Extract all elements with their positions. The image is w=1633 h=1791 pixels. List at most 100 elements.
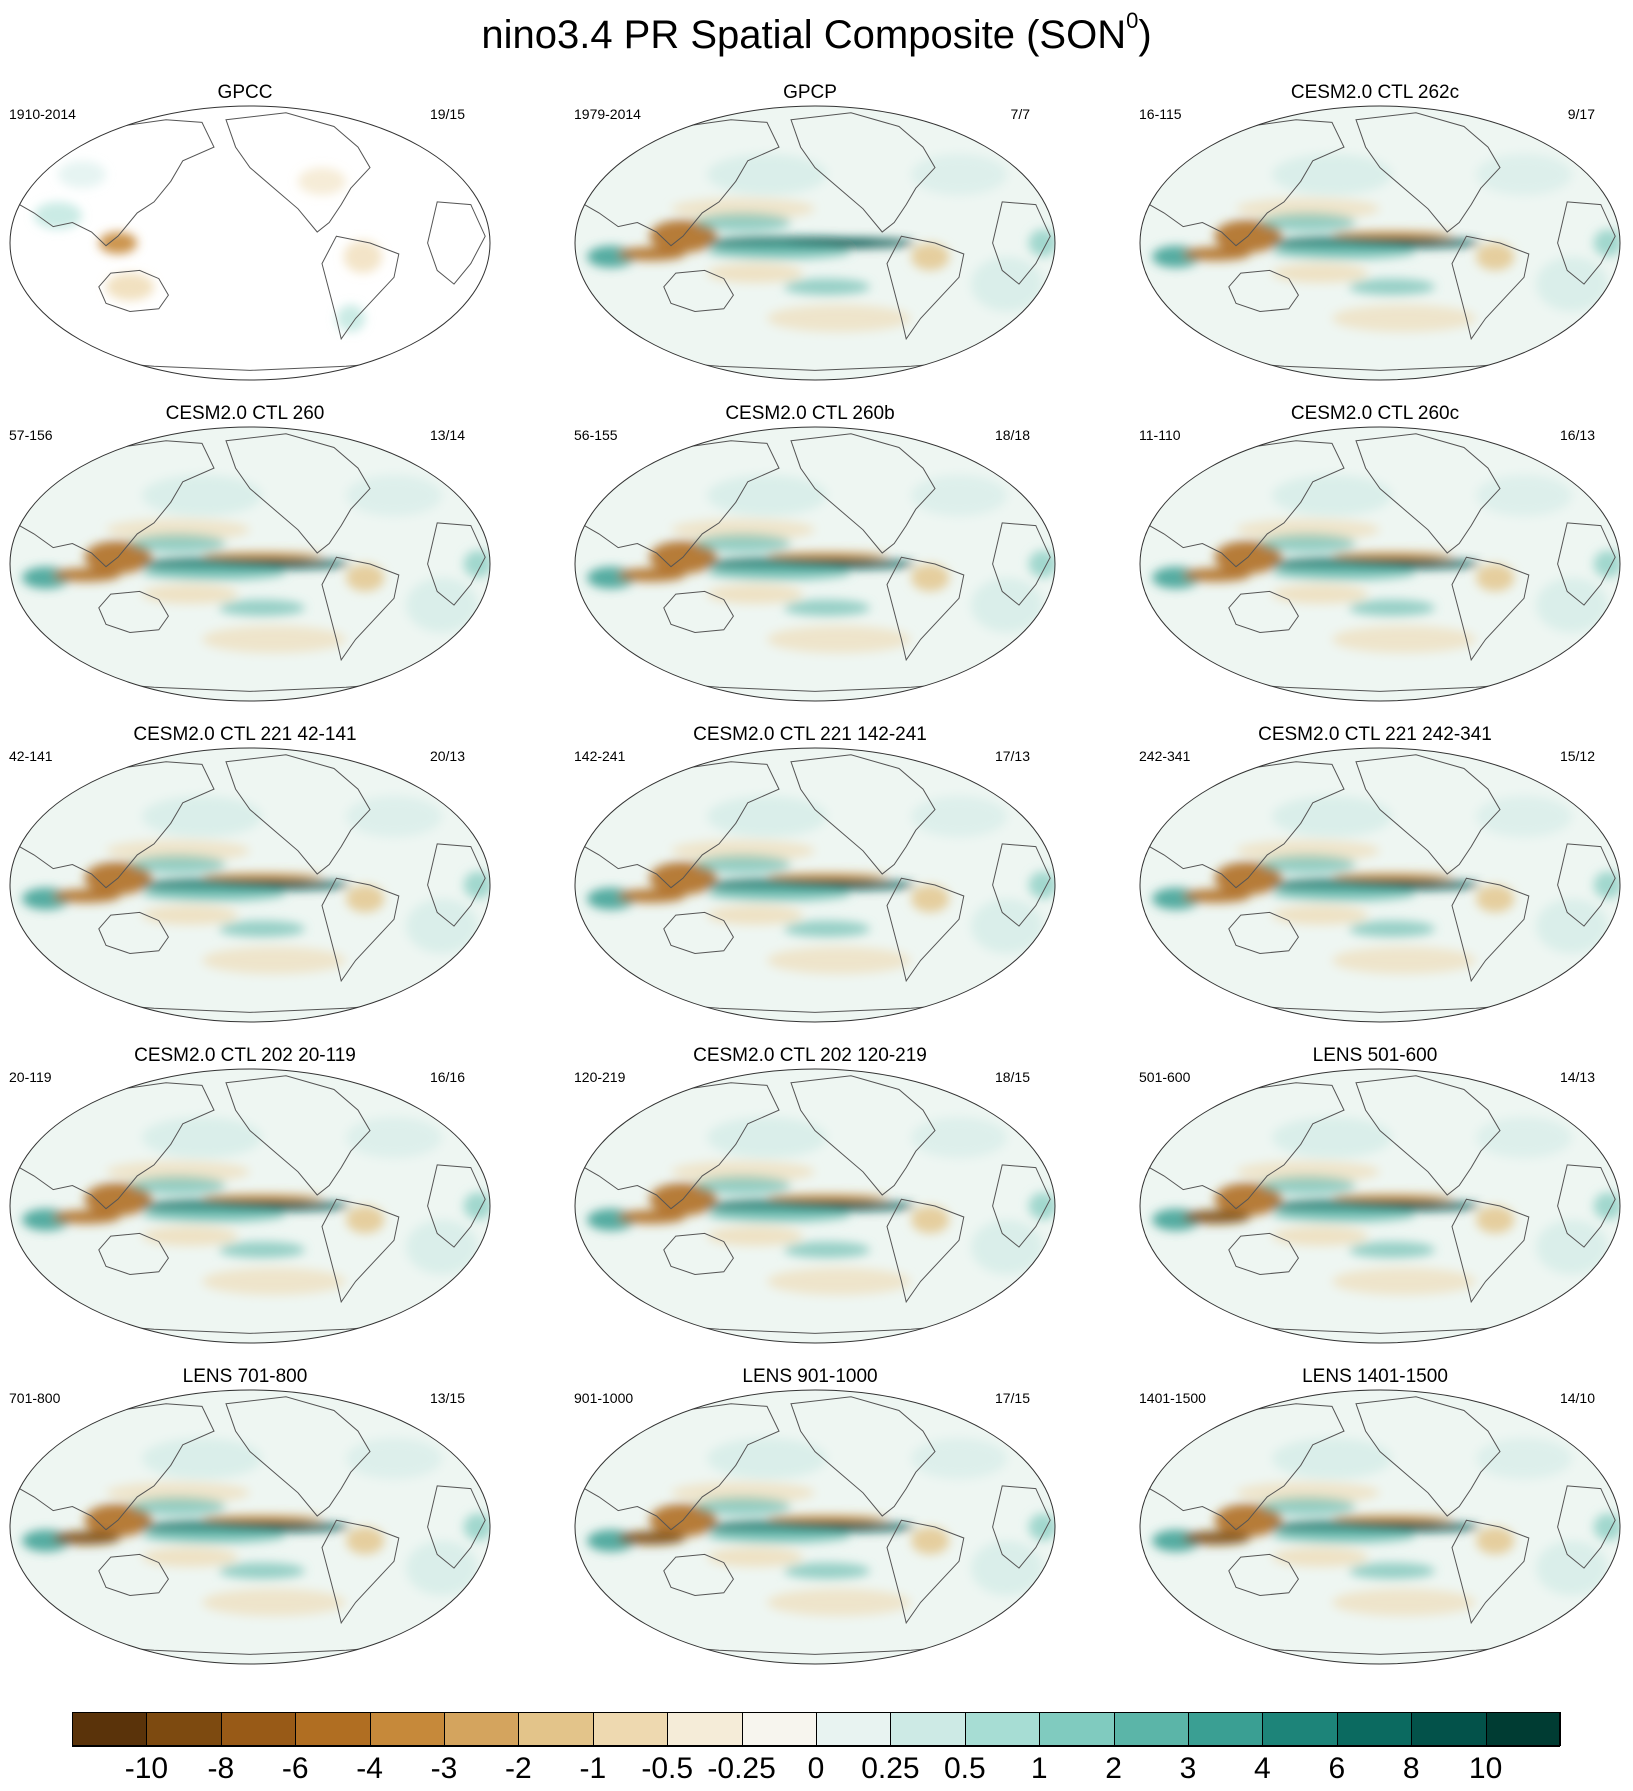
dry-anomaly <box>1272 1226 1368 1246</box>
wet-anomaly <box>1272 153 1392 196</box>
dry-anomaly <box>142 905 238 925</box>
coastline <box>886 1519 965 1625</box>
colorbar-tick-label: -8 <box>207 1752 235 1785</box>
precip-field <box>587 795 1055 975</box>
panel-period: 142-241 <box>574 748 626 764</box>
colorbar-swatch <box>295 1712 371 1746</box>
wet-anomaly <box>1272 243 1416 260</box>
colorbar-tick-label: 0.5 <box>943 1752 986 1785</box>
dry-anomaly <box>911 885 950 913</box>
map-panel: CESM2.0 CTL 202 20-119 20-119 16/16 <box>0 1045 491 1345</box>
dry-anomaly <box>618 889 686 903</box>
map-border <box>9 1389 491 1665</box>
panel-count: 13/14 <box>429 427 465 443</box>
wet-anomaly <box>463 1513 490 1541</box>
colorbar-swatch <box>146 1712 222 1746</box>
wet-anomaly <box>130 1175 226 1196</box>
wet-anomaly <box>1260 212 1356 233</box>
panel-count: 17/13 <box>994 748 1030 764</box>
dry-anomaly <box>346 885 385 913</box>
panel-title: CESM2.0 CTL 221 42-141 <box>133 724 357 745</box>
wet-anomaly <box>1593 1192 1620 1220</box>
colorbar-swatch <box>1188 1712 1264 1746</box>
precip-field <box>22 1116 490 1296</box>
panel-period: 56-155 <box>574 427 618 443</box>
wet-anomaly <box>971 1540 1043 1596</box>
dry-anomaly <box>202 552 322 560</box>
map-border <box>574 1068 1056 1344</box>
precip-field <box>587 1116 1055 1296</box>
world-map <box>9 1389 491 1665</box>
dry-anomaly <box>298 167 346 196</box>
wet-anomaly <box>142 1206 286 1223</box>
map-border <box>9 426 491 702</box>
dry-anomaly <box>53 1531 121 1545</box>
coastline <box>790 1396 936 1517</box>
wet-anomaly <box>1593 871 1620 899</box>
coastline <box>663 1232 734 1276</box>
map-border <box>1139 747 1621 1023</box>
panel-period: 57-156 <box>9 427 53 443</box>
dry-anomaly <box>1332 1588 1476 1617</box>
map-border <box>9 105 491 381</box>
coastline <box>886 235 965 341</box>
wet-anomaly <box>707 1206 851 1223</box>
dry-anomaly <box>1332 946 1476 975</box>
wet-anomaly <box>1476 795 1572 838</box>
panel-count: 16/16 <box>429 1069 465 1085</box>
dry-anomaly <box>202 1515 322 1523</box>
dry-anomaly <box>767 1194 887 1202</box>
coastline <box>321 1519 400 1625</box>
dry-anomaly <box>707 584 803 604</box>
wet-anomaly <box>707 153 827 196</box>
dry-anomaly <box>707 263 803 283</box>
dry-anomaly <box>1476 564 1515 592</box>
panel-title: CESM2.0 CTL 260b <box>725 403 895 424</box>
panel-count: 14/13 <box>1559 1069 1595 1085</box>
coastline <box>886 877 965 983</box>
colorbar-swatch <box>592 1712 669 1746</box>
coastline <box>98 590 169 634</box>
dry-anomaly <box>1236 518 1380 541</box>
dry-anomaly <box>106 1481 250 1504</box>
map-panel: CESM2.0 CTL 260 57-156 13/14 <box>0 403 491 703</box>
wet-anomaly <box>463 550 490 578</box>
wet-anomaly <box>971 1219 1043 1275</box>
panel-title: GPCP <box>783 82 837 103</box>
colorbar-swatch <box>72 1712 148 1746</box>
dry-anomaly <box>346 1206 385 1234</box>
colorbar-tick-label: -1 <box>579 1752 607 1785</box>
colorbar-tick-label: -4 <box>356 1752 383 1785</box>
world-map <box>574 426 1056 702</box>
figure-title-text: nino3.4 PR Spatial Composite (SON <box>481 13 1127 57</box>
wet-anomaly <box>1028 1513 1055 1541</box>
panel-count: 20/13 <box>429 748 465 764</box>
coastline <box>1451 235 1530 341</box>
dry-anomaly <box>671 518 815 541</box>
panel-period: 901-1000 <box>574 1390 634 1406</box>
dry-anomaly <box>202 1194 322 1202</box>
wet-anomaly <box>1348 278 1436 296</box>
dry-anomaly <box>1183 247 1251 261</box>
wet-anomaly <box>346 1116 442 1159</box>
coastline <box>98 1232 169 1276</box>
dry-anomaly <box>1332 1515 1452 1523</box>
wet-anomaly <box>218 920 306 938</box>
map-background <box>10 106 490 380</box>
dry-anomaly <box>707 1226 803 1246</box>
coastline <box>992 1485 1051 1569</box>
panel-count: 13/15 <box>429 1390 465 1406</box>
wet-anomaly <box>1593 1513 1620 1541</box>
wet-anomaly <box>707 1116 827 1159</box>
colorbar-swatch <box>816 1712 892 1746</box>
dry-anomaly <box>1183 889 1251 903</box>
dry-anomaly <box>767 1588 911 1617</box>
coastline <box>1228 1553 1299 1597</box>
panel-title: CESM2.0 CTL 260c <box>1290 403 1460 424</box>
map-panel: CESM2.0 CTL 202 120-219 120-219 18/15 <box>565 1045 1056 1345</box>
wet-anomaly <box>695 533 791 554</box>
wet-anomaly <box>1348 920 1436 938</box>
wet-anomaly <box>911 153 1007 196</box>
colorbar-swatch <box>1113 1712 1189 1746</box>
dry-anomaly <box>767 304 911 333</box>
